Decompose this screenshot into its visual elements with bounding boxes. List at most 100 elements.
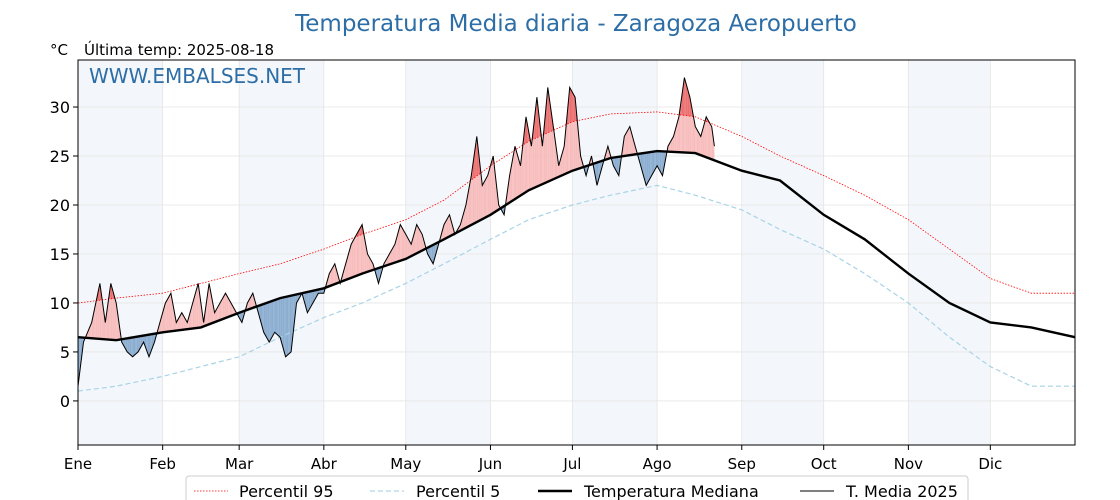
above-median-fill: [401, 227, 404, 261]
below-median-fill: [270, 300, 272, 340]
above-median-fill: [702, 126, 704, 157]
above-median-fill: [393, 244, 395, 264]
below-median-fill: [596, 162, 599, 186]
above-median-fill: [367, 253, 369, 272]
above-median-fill: [691, 116, 693, 153]
above-p95-fill: [681, 87, 684, 116]
above-median-fill: [543, 133, 546, 184]
above-median-fill: [363, 233, 365, 274]
below-median-fill: [288, 295, 290, 355]
above-median-fill: [547, 132, 550, 182]
above-median-fill: [670, 138, 673, 152]
above-median-fill: [370, 258, 372, 271]
above-median-fill: [446, 217, 449, 238]
legend-median-label: Temperatura Mediana: [583, 482, 759, 500]
above-median-fill: [495, 180, 498, 212]
above-median-fill: [87, 329, 89, 339]
above-median-fill: [464, 204, 466, 229]
above-median-fill: [539, 135, 541, 186]
above-median-fill: [490, 164, 492, 215]
above-median-fill: [109, 298, 111, 340]
above-median-fill: [676, 121, 678, 153]
below-median-fill: [282, 297, 285, 352]
above-median-fill: [409, 241, 412, 257]
above-median-fill: [214, 310, 216, 323]
legend-current-label: T. Media 2025: [845, 482, 958, 500]
above-median-fill: [527, 141, 529, 192]
below-median-fill: [652, 151, 655, 174]
above-median-fill: [192, 298, 195, 329]
above-median-fill: [250, 295, 252, 309]
above-median-fill: [538, 136, 540, 187]
x-tick-label: Feb: [149, 455, 176, 473]
below-median-fill: [285, 296, 287, 357]
above-median-fill: [693, 119, 696, 154]
above-median-fill: [360, 234, 363, 275]
above-median-fill: [525, 142, 528, 193]
y-tick-label: 5: [60, 343, 70, 362]
above-median-fill: [551, 130, 554, 180]
below-median-fill: [129, 337, 132, 356]
below-median-fill: [659, 151, 662, 174]
below-median-fill: [131, 337, 133, 357]
x-tick-label: Jun: [478, 455, 502, 473]
above-median-fill: [523, 143, 525, 194]
below-median-fill: [80, 337, 83, 365]
above-median-fill: [484, 178, 487, 218]
above-median-fill: [222, 295, 225, 320]
above-median-fill: [95, 300, 98, 339]
above-median-fill: [390, 249, 393, 264]
median-line: [77, 149, 1076, 342]
above-median-fill: [631, 131, 633, 155]
below-median-fill: [312, 290, 315, 303]
above-median-fill: [566, 123, 569, 174]
below-median-fill: [286, 296, 289, 356]
above-median-fill: [532, 138, 535, 189]
above-median-fill: [704, 121, 707, 158]
below-median-fill: [139, 336, 141, 350]
below-median-fill: [267, 301, 270, 343]
above-median-fill: [229, 300, 231, 317]
above-median-fill: [710, 124, 712, 160]
below-median-fill: [430, 245, 432, 262]
below-median-fill: [265, 302, 267, 338]
above-median-fill: [356, 235, 358, 276]
below-median-fill: [149, 334, 151, 357]
above-median-fill: [359, 234, 361, 275]
above-median-fill: [561, 151, 563, 176]
above-median-fill: [385, 258, 387, 266]
above-median-fill: [553, 130, 555, 180]
above-median-fill: [674, 126, 677, 153]
above-median-fill: [198, 284, 200, 328]
above-median-fill: [707, 122, 709, 159]
above-median-fill: [404, 231, 406, 260]
above-median-fill: [392, 246, 394, 264]
plot-frame: [77, 59, 1076, 446]
above-median-fill: [510, 160, 513, 202]
below-median-fill: [262, 303, 264, 333]
below-median-fill: [654, 151, 656, 171]
above-median-fill: [524, 143, 526, 193]
above-median-fill: [708, 122, 711, 159]
below-median-fill: [431, 244, 434, 264]
above-median-fill: [685, 115, 688, 153]
below-median-fill: [261, 304, 263, 328]
above-median-fill: [333, 263, 335, 285]
above-median-fill: [349, 244, 352, 279]
above-median-fill: [689, 116, 692, 153]
above-median-fill: [471, 178, 473, 225]
above-median-fill: [348, 249, 350, 279]
above-median-fill: [568, 122, 570, 173]
below-median-fill: [271, 300, 274, 338]
above-median-fill: [396, 234, 398, 263]
chart-title: Temperatura Media diaria - Zaragoza Aero…: [294, 11, 857, 37]
above-median-fill: [513, 150, 516, 200]
x-tick-label: Oct: [811, 455, 837, 473]
above-median-fill: [528, 140, 531, 191]
above-median-fill: [228, 298, 230, 317]
below-median-fill: [647, 152, 649, 183]
above-median-fill: [165, 300, 167, 332]
above-median-fill: [542, 134, 544, 185]
above-median-fill: [695, 126, 697, 154]
above-median-fill: [408, 239, 410, 258]
